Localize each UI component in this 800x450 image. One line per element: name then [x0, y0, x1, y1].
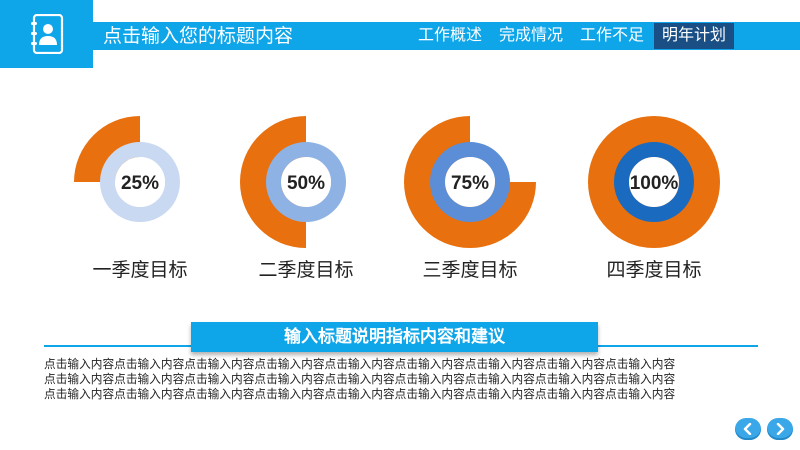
nav-item-shortfalls[interactable]: 工作不足	[579, 27, 644, 44]
donut-center	[281, 157, 331, 207]
nav-item-next-year-plan[interactable]: 明年计划	[654, 23, 734, 49]
next-page-button[interactable]	[767, 418, 793, 440]
quarter-label-q2: 二季度目标	[258, 260, 354, 281]
nav-item-completion[interactable]: 完成情况	[498, 27, 563, 44]
donut-ring	[266, 142, 346, 222]
nav-item-overview[interactable]: 工作概述	[417, 27, 482, 44]
quarter-label-q4: 四季度目标	[606, 260, 702, 281]
quarter-label-q1: 一季度目标	[92, 260, 188, 281]
donut-chart-q1: 25%	[74, 116, 180, 222]
description-line: 点击输入内容点击输入内容点击输入内容点击输入内容点击输入内容点击输入内容点击输入…	[44, 388, 676, 401]
quarter-label-q3: 三季度目标	[422, 260, 518, 281]
donut-chart-q4: 100%	[588, 116, 720, 248]
donut-value-label: 25%	[121, 173, 159, 194]
description-text: 点击输入内容点击输入内容点击输入内容点击输入内容点击输入内容点击输入内容点击输入…	[44, 357, 760, 402]
chevron-left-icon	[743, 423, 752, 435]
donut-value-label: 50%	[287, 173, 325, 194]
donut-center	[115, 157, 165, 207]
subtitle-banner: 输入标题说明指标内容和建议	[191, 322, 598, 352]
donut-ring	[614, 142, 694, 222]
page-title: 点击输入您的标题内容	[103, 26, 294, 47]
description-line: 点击输入内容点击输入内容点击输入内容点击输入内容点击输入内容点击输入内容点击输入…	[44, 358, 676, 371]
donut-ring	[100, 142, 180, 222]
description-line: 点击输入内容点击输入内容点击输入内容点击输入内容点击输入内容点击输入内容点击输入…	[44, 373, 676, 386]
donut-ring	[430, 142, 510, 222]
donut-chart-q3: 75%	[404, 116, 536, 248]
chevron-right-icon	[776, 423, 785, 435]
logo-box	[0, 0, 93, 68]
donut-value-label: 100%	[630, 173, 679, 194]
contact-book-icon	[31, 14, 64, 54]
donut-value-label: 75%	[451, 173, 489, 194]
donut-center	[629, 157, 679, 207]
donut-center	[445, 157, 495, 207]
donut-chart-q2: 50%	[240, 116, 346, 248]
prev-page-button[interactable]	[735, 418, 761, 440]
